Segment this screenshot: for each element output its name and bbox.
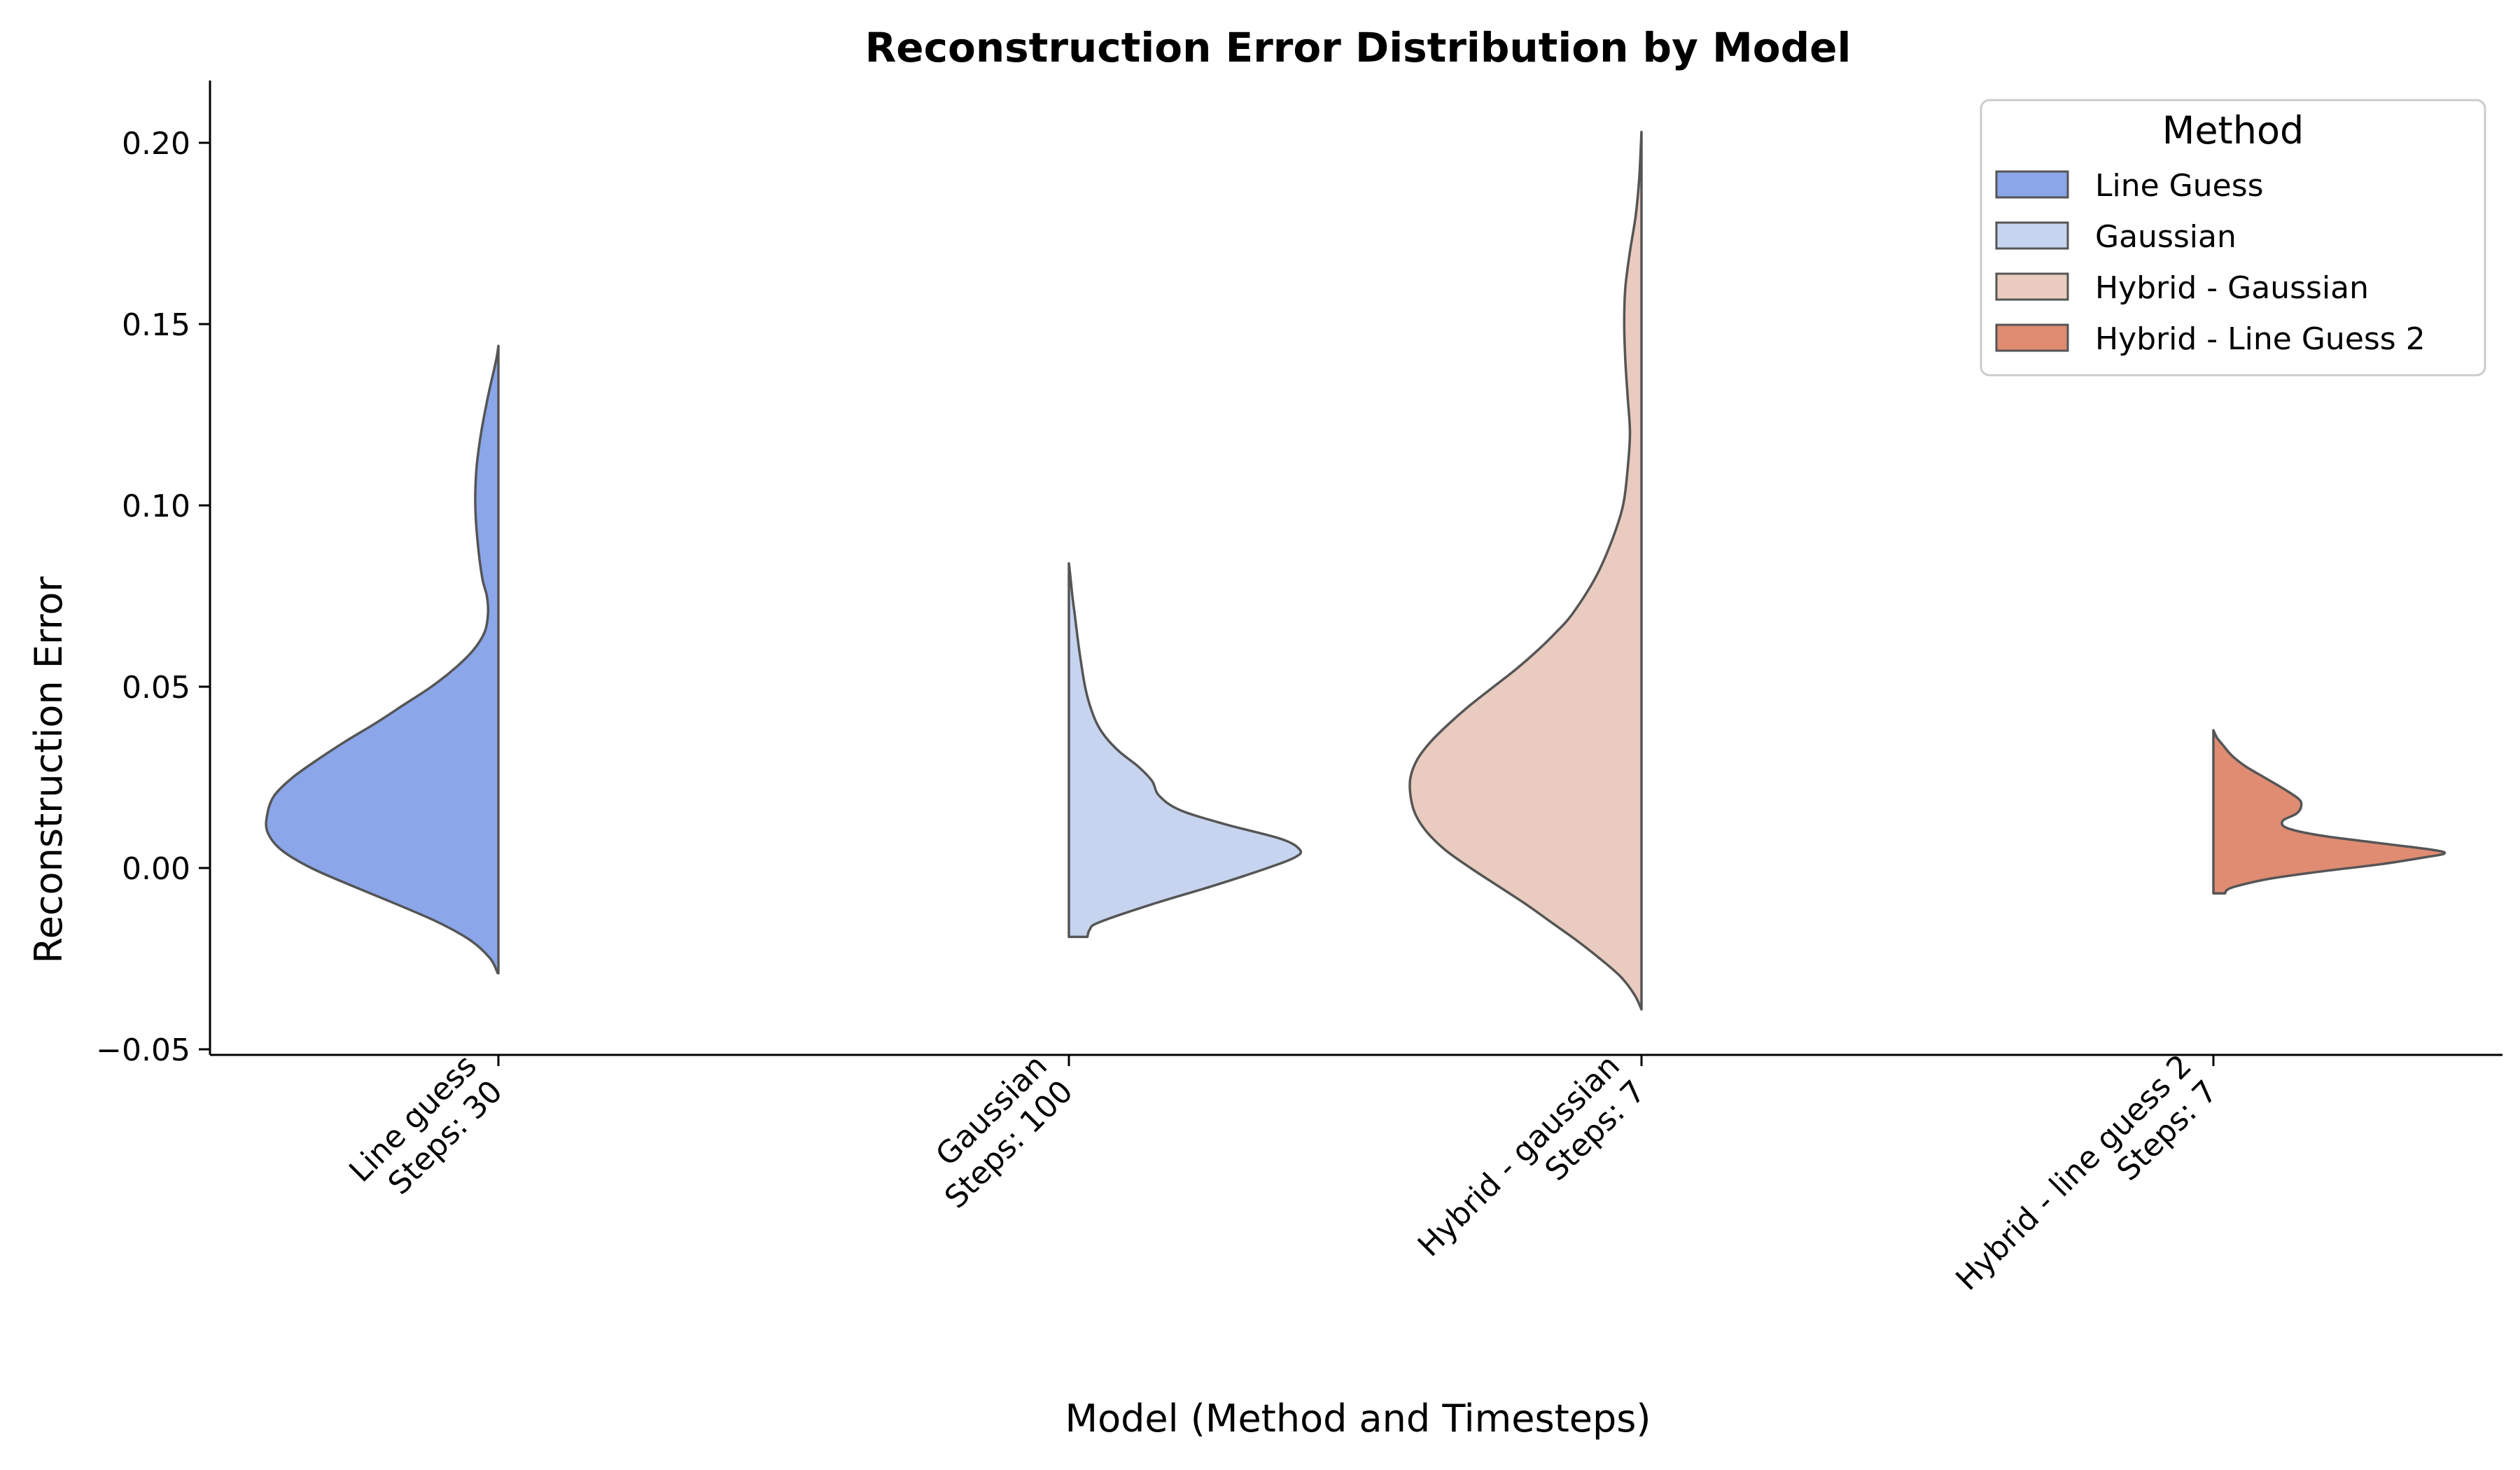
chart-title: Reconstruction Error Distribution by Mod…	[865, 24, 1851, 71]
legend-label: Hybrid - Line Guess 2	[2095, 321, 2426, 357]
y-axis-ticks: −0.05 0.00 0.05 0.10 0.15 0.20	[96, 126, 210, 1068]
legend-title: Method	[2162, 108, 2304, 153]
x-tick-label: GaussianSteps: 100	[912, 1048, 1080, 1216]
y-tick-label: 0.15	[122, 307, 190, 343]
y-tick-label: 0.00	[122, 851, 190, 887]
x-tick-label: Hybrid - line guess 2Steps: 7	[1949, 1048, 2224, 1323]
y-tick-label: 0.05	[122, 670, 190, 706]
legend-frame	[1980, 99, 2486, 377]
legend-swatch	[1995, 221, 2069, 250]
y-axis-label: Reconstruction Error	[27, 576, 71, 964]
legend-label: Hybrid - Gaussian	[2095, 270, 2369, 306]
x-tick-label: Line guessSteps: 30	[342, 1048, 510, 1215]
legend-label: Gaussian	[2095, 219, 2236, 255]
x-axis-label: Model (Method and Timesteps)	[1065, 1396, 1651, 1441]
legend: Method Line Guess Gaussian Hybrid - Gaussi…	[1980, 99, 2486, 377]
violin-hybrid-line-guess-2	[2212, 729, 2446, 895]
violin-hybrid-gaussian	[1408, 130, 1643, 1011]
legend-swatch	[1995, 323, 2069, 352]
legend-label: Line Guess	[2095, 168, 2264, 204]
legend-entries: Line Guess Gaussian Hybrid - Gaussian Hybri…	[1995, 168, 2426, 357]
violin-line-guess	[265, 344, 500, 974]
y-tick-label: 0.20	[122, 126, 190, 162]
y-tick-label: 0.10	[122, 489, 190, 524]
y-tick-label: −0.05	[96, 1032, 190, 1068]
violin-gaussian	[1068, 562, 1303, 939]
legend-swatch	[1995, 272, 2069, 301]
x-tick-label: Hybrid - gaussianSteps: 7	[1411, 1048, 1653, 1289]
legend-swatch	[1995, 170, 2069, 199]
violin-group	[265, 130, 2446, 1011]
x-axis-ticks: Line guessSteps: 30 GaussianSteps: 100 Hyb…	[342, 1048, 2225, 1323]
